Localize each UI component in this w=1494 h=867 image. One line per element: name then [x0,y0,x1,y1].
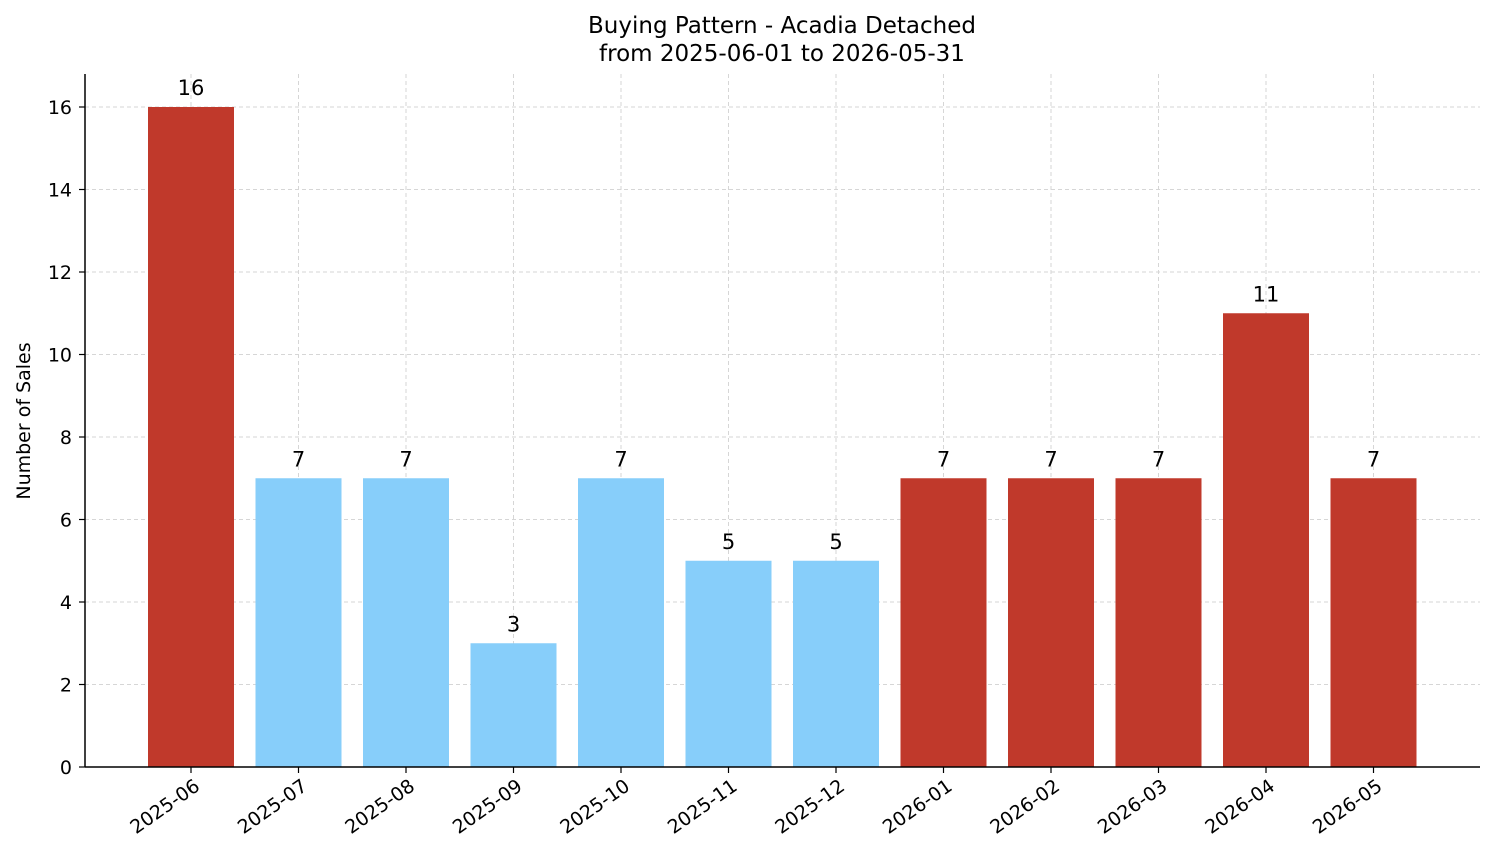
data-labels: 16 7 7 3 7 5 5 7 7 7 11 7 [178,76,1381,636]
x-tick-label: 2026-01 [879,775,957,839]
bars [148,107,1417,767]
x-tick-label: 2026-03 [1094,775,1172,839]
bar-value-label: 7 [1152,447,1165,471]
y-tick-label: 12 [48,262,72,284]
bar-2025-10 [578,478,664,767]
x-tick-label: 2025-06 [126,775,204,839]
bar-2026-01 [900,478,987,767]
bar-2025-07 [255,478,342,767]
x-tick-label: 2026-02 [986,775,1064,839]
y-tick-label: 16 [48,97,72,119]
bar-value-label: 7 [1367,447,1380,471]
y-tick-label: 6 [60,510,72,532]
y-tick-labels: 0 2 4 6 8 10 12 14 16 [48,97,72,779]
y-tick-label: 4 [60,592,72,614]
bar-2025-09 [470,643,557,767]
bar-value-label: 5 [722,530,735,554]
x-tick-label: 2025-12 [771,775,849,839]
bar-value-label: 5 [829,530,842,554]
bar-2025-08 [363,478,449,767]
x-tick-label: 2025-09 [449,775,527,839]
bar-value-label: 3 [507,612,520,636]
bar-value-label: 7 [399,447,412,471]
x-tick-label: 2025-11 [664,775,742,839]
y-axis-label: Number of Sales [13,342,35,499]
bar-2026-04 [1223,313,1309,767]
y-tick-label: 2 [60,675,72,697]
x-tick-label: 2025-10 [556,775,634,839]
y-tick-label: 0 [60,757,72,779]
bar-2026-05 [1330,478,1417,767]
bar-value-label: 7 [937,447,950,471]
bar-2026-02 [1008,478,1094,767]
bar-value-label: 7 [292,447,305,471]
x-tick-label: 2026-04 [1201,775,1279,839]
x-tick-label: 2025-08 [341,775,419,839]
bar-2026-03 [1115,478,1202,767]
y-tick-label: 10 [48,345,72,367]
bar-2025-11 [685,560,772,767]
bar-2025-06 [148,107,234,767]
x-tick-label: 2026-05 [1309,775,1387,839]
chart-title: Buying Pattern - Acadia Detached [588,13,976,39]
axes [79,74,1480,773]
bar-value-label: 7 [1044,447,1057,471]
bar-value-label: 16 [178,76,205,100]
chart-subtitle: from 2025-06-01 to 2026-05-31 [599,41,965,67]
x-tick-labels: 2025-06 2025-07 2025-08 2025-09 2025-10 2025-… [126,775,1386,839]
bar-2025-12 [793,560,879,767]
y-tick-label: 8 [60,427,72,449]
y-tick-label: 14 [48,180,72,202]
bar-value-label: 11 [1253,282,1280,306]
bar-value-label: 7 [614,447,627,471]
x-tick-label: 2025-07 [234,775,312,839]
